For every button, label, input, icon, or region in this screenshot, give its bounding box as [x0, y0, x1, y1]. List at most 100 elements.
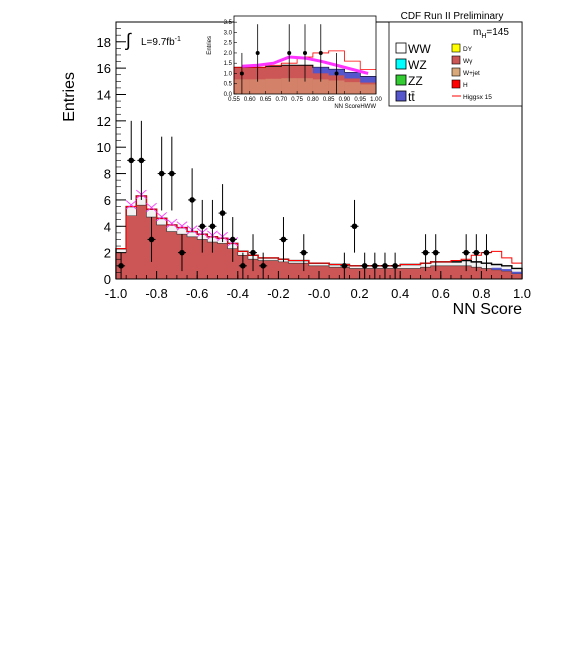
- y-tick-label: 6: [104, 193, 111, 208]
- data-point: [158, 170, 165, 177]
- data-point: [189, 197, 195, 203]
- data-point: [483, 249, 490, 256]
- uncertainty-hatch: [176, 221, 188, 231]
- inset-y-tick-label: 2.5: [224, 41, 233, 47]
- x-axis-title: NN Score: [453, 301, 522, 318]
- legend-label: WW: [408, 42, 431, 56]
- y-tick-label: 12: [97, 114, 111, 129]
- data-point: [422, 249, 429, 256]
- inset-data-point: [287, 50, 292, 55]
- x-axis-ticks: -1.0 -0.8 -0.6 -0.4 -0.2 -0.0 0.2 0.4 0.6 0.8 1.0: [105, 271, 531, 301]
- data-point: [432, 249, 439, 256]
- x-tick-label: 0.8: [472, 286, 490, 301]
- x-tick-label: 0.4: [391, 286, 409, 301]
- legend-swatch: [395, 74, 407, 86]
- inset-data-point: [334, 71, 339, 76]
- inset-ttbar-fill: [344, 72, 361, 79]
- data-point: [240, 263, 246, 269]
- ttbar-band: [501, 269, 512, 272]
- inset-x-tick-label: 0.55: [228, 97, 240, 103]
- inset-y-tick-label: 3.0: [224, 30, 233, 36]
- legend-entries: WW WZ ZZ tt̄: [395, 42, 431, 104]
- data-point: [392, 263, 398, 269]
- legend-swatch: [451, 67, 461, 77]
- data-point: [219, 210, 226, 216]
- inset-y-tick-label: 3.5: [224, 20, 233, 26]
- inset-x-axis-title: NN ScoreHWW: [334, 104, 376, 110]
- uncertainty-hatch: [166, 218, 178, 228]
- y-tick-label: 0: [104, 272, 111, 287]
- x-tick-label: -0.4: [227, 286, 249, 301]
- legend-swatch: [395, 90, 407, 102]
- uncertainty-hatch: [125, 200, 137, 210]
- y-tick-label: 16: [97, 61, 111, 76]
- y-tick-label: 14: [97, 87, 111, 102]
- data-point: [300, 249, 307, 256]
- inset-wjet-fill: [281, 78, 298, 94]
- uncertainty-hatch: [156, 212, 168, 222]
- data-point: [372, 263, 378, 269]
- legend-label: DY: [463, 46, 473, 53]
- legend-label: W+jet: [463, 70, 480, 77]
- mass-label: mH=145: [473, 27, 509, 40]
- legend-label: Wγ: [463, 58, 473, 65]
- legend-label: WZ: [408, 58, 427, 72]
- x-tick-label: 0.2: [351, 286, 369, 301]
- y-tick-label: 10: [97, 140, 111, 155]
- data-point: [250, 249, 256, 256]
- x-tick-label: -1.0: [105, 286, 127, 301]
- title-box: [389, 8, 515, 21]
- data-point: [118, 263, 124, 269]
- inset-x-tick-label: 0.80: [307, 97, 319, 103]
- inset-wjet-fill: [312, 79, 329, 94]
- legend-label: Higgsx 15: [463, 94, 492, 101]
- data-point: [169, 170, 175, 177]
- inset-wjet-fill: [265, 78, 282, 94]
- y-axis-ticks: 0 2 4 6 8 10 12 14 16 18: [97, 28, 126, 287]
- x-tick-label: 0.6: [432, 286, 450, 301]
- inset-frame: [233, 15, 377, 95]
- data-point: [463, 249, 469, 256]
- data-point: [260, 263, 266, 269]
- dominant-background-fill: [115, 204, 523, 279]
- inset-wjet-fill: [360, 84, 376, 94]
- legend-label: tt̄: [408, 90, 415, 104]
- inset-x-tick-label: 0.60: [244, 97, 256, 103]
- inset-y-tick-label: 1.0: [224, 71, 233, 77]
- data-point: [351, 223, 358, 230]
- background-stack: [115, 195, 523, 279]
- legend-swatch: [451, 43, 461, 53]
- inset-wjet-fill: [297, 78, 313, 94]
- x-tick-label: 1.0: [513, 286, 531, 301]
- data-point: [138, 157, 145, 164]
- data-point: [341, 263, 348, 269]
- y-tick-label: 18: [97, 35, 111, 50]
- inset-y-axis-title: Entries: [207, 36, 213, 55]
- legend-label: H: [463, 82, 468, 89]
- data-point: [229, 236, 236, 243]
- inset-data-point: [303, 50, 307, 55]
- inset-data-point: [255, 50, 260, 55]
- data-point: [209, 223, 216, 230]
- data-point: [148, 236, 155, 243]
- inset-x-tick-label: 0.90: [339, 97, 351, 103]
- inset-data-point: [239, 71, 244, 76]
- data-point: [361, 263, 368, 269]
- inset-y-axis-ticks: 0.0 0.5 1.0 1.5 2.0 2.5 3.0 3.5: [224, 20, 237, 98]
- inset-y-tick-label: 0.5: [224, 82, 233, 88]
- inset-y-tick-label: 1.5: [224, 61, 233, 67]
- inset-x-axis-ticks: 0.55 0.60 0.65 0.70 0.75 0.80 0.85 0.90 0.95 1.00: [228, 91, 382, 103]
- inset-x-tick-label: 0.85: [323, 97, 335, 103]
- luminosity-label: L=9.7fb-1: [141, 36, 181, 48]
- data-point: [382, 263, 388, 269]
- inset-x-tick-label: 0.75: [291, 97, 303, 103]
- data-point: [199, 223, 206, 230]
- inset-wjet-fill: [344, 82, 361, 94]
- y-tick-label: 4: [104, 219, 111, 234]
- integral-symbol: ∫: [124, 30, 132, 50]
- data-point: [280, 236, 287, 243]
- data-point: [473, 249, 480, 256]
- inset-x-tick-label: 1.00: [370, 97, 382, 103]
- legend-label: ZZ: [408, 74, 423, 88]
